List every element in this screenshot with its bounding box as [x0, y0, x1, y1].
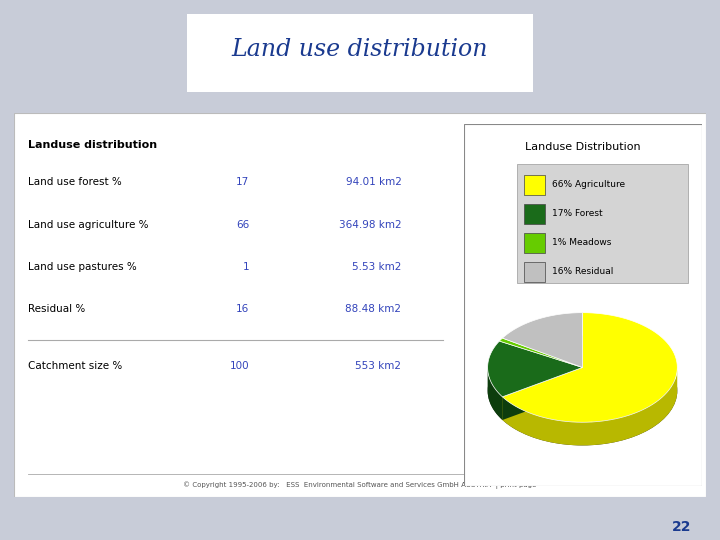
- Polygon shape: [503, 367, 582, 420]
- FancyBboxPatch shape: [187, 14, 533, 92]
- Text: Land use pastures %: Land use pastures %: [28, 262, 137, 272]
- Text: Catchment size %: Catchment size %: [28, 361, 122, 372]
- Polygon shape: [503, 313, 582, 367]
- Polygon shape: [487, 368, 503, 420]
- Text: 5.53 km2: 5.53 km2: [352, 262, 402, 272]
- Text: 17: 17: [236, 178, 249, 187]
- Text: 1% Meadows: 1% Meadows: [552, 238, 612, 247]
- Polygon shape: [503, 370, 678, 446]
- FancyBboxPatch shape: [464, 124, 702, 486]
- Text: 1: 1: [243, 262, 249, 272]
- FancyBboxPatch shape: [524, 262, 545, 281]
- Text: Landuse distribution: Landuse distribution: [28, 140, 158, 150]
- Text: 88.48 km2: 88.48 km2: [346, 304, 402, 314]
- FancyBboxPatch shape: [524, 204, 545, 224]
- Text: 94.01 km2: 94.01 km2: [346, 178, 402, 187]
- Text: 364.98 km2: 364.98 km2: [339, 220, 402, 229]
- FancyBboxPatch shape: [524, 233, 545, 253]
- FancyBboxPatch shape: [517, 164, 688, 284]
- Polygon shape: [503, 313, 678, 422]
- Text: 66% Agriculture: 66% Agriculture: [552, 180, 626, 190]
- Text: 66: 66: [236, 220, 249, 229]
- Text: Residual %: Residual %: [28, 304, 86, 314]
- Polygon shape: [503, 367, 582, 420]
- Text: 16% Residual: 16% Residual: [552, 267, 613, 276]
- Polygon shape: [500, 338, 582, 367]
- Text: Landuse Distribution: Landuse Distribution: [526, 142, 641, 152]
- Text: 553 km2: 553 km2: [356, 361, 402, 372]
- FancyBboxPatch shape: [14, 113, 706, 497]
- Text: 100: 100: [230, 361, 249, 372]
- Ellipse shape: [487, 336, 678, 446]
- Text: 22: 22: [672, 520, 691, 534]
- Text: Land use distribution: Land use distribution: [232, 38, 488, 61]
- FancyBboxPatch shape: [524, 175, 545, 195]
- Polygon shape: [487, 341, 582, 397]
- Text: Land use forest %: Land use forest %: [28, 178, 122, 187]
- Text: © Copyright 1995-2006 by:   ESS  Environmental Software and Services GmbH AUSTRI: © Copyright 1995-2006 by: ESS Environmen…: [184, 482, 536, 489]
- Text: 17% Forest: 17% Forest: [552, 210, 603, 218]
- Text: 16: 16: [236, 304, 249, 314]
- Text: Land use agriculture %: Land use agriculture %: [28, 220, 149, 229]
